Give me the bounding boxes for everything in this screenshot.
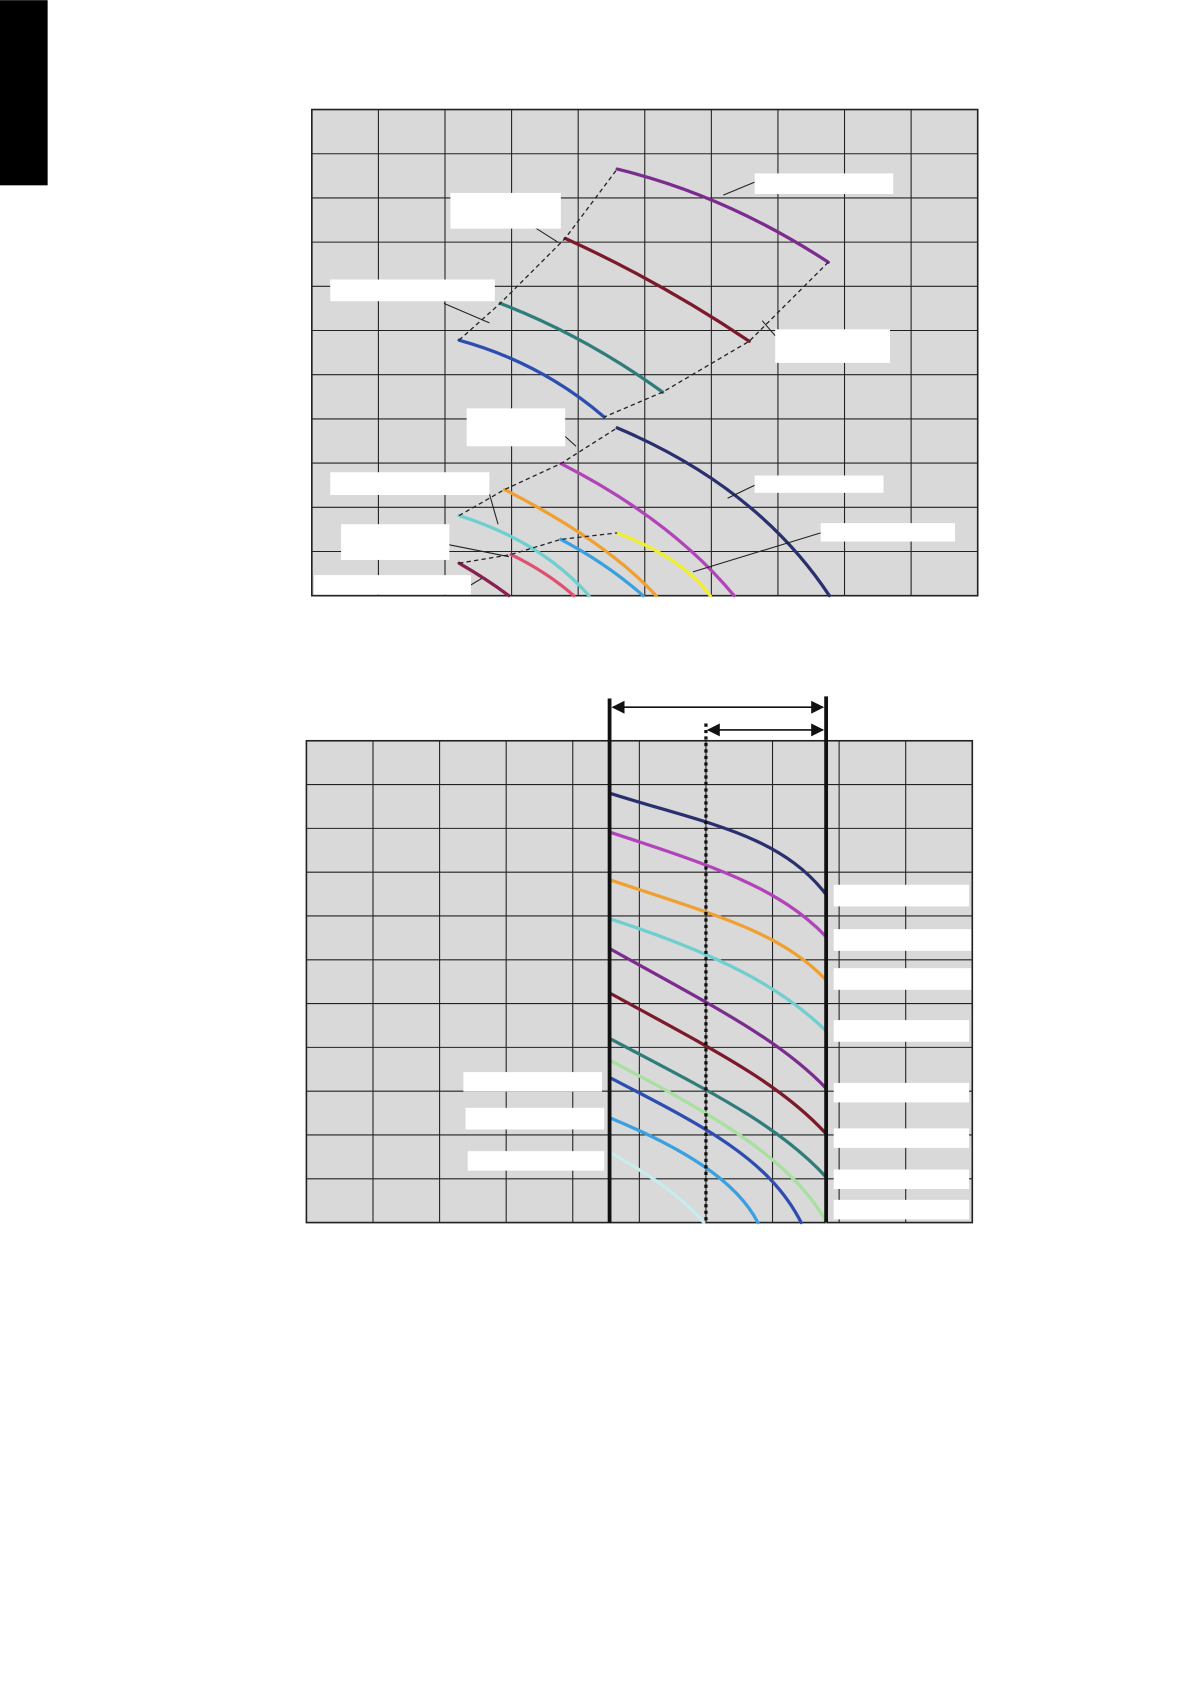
curve	[509, 552, 576, 598]
curve	[457, 513, 591, 598]
curve	[559, 537, 645, 598]
label-boxes	[463, 884, 972, 1220]
curve	[457, 338, 606, 419]
dashed-line	[603, 261, 829, 418]
curve	[610, 917, 828, 1033]
lower-diagram	[305, 696, 974, 1225]
curve	[610, 792, 828, 897]
envelope	[458, 168, 829, 564]
dashed-line	[458, 532, 618, 564]
curve	[610, 878, 828, 982]
curve	[610, 831, 828, 939]
upper-diagram	[311, 108, 979, 598]
label-boxes	[313, 173, 955, 595]
curve	[502, 487, 658, 598]
curve	[610, 1076, 803, 1225]
dashed-line	[458, 168, 618, 341]
curve	[615, 167, 830, 264]
curve	[610, 1117, 760, 1225]
curve	[615, 426, 831, 598]
curve	[559, 461, 736, 598]
grid	[311, 109, 978, 596]
dashed-line	[458, 427, 618, 517]
curve	[610, 1059, 828, 1224]
curve	[563, 236, 751, 343]
curve	[610, 948, 828, 1090]
curve	[615, 531, 712, 598]
curve	[610, 992, 828, 1136]
page-tab	[0, 0, 48, 186]
curve	[457, 561, 511, 598]
curve	[610, 1037, 828, 1179]
leaders	[443, 181, 821, 586]
curves	[610, 792, 828, 1225]
curves	[457, 167, 831, 598]
curve	[498, 301, 665, 394]
curve	[610, 1151, 706, 1225]
